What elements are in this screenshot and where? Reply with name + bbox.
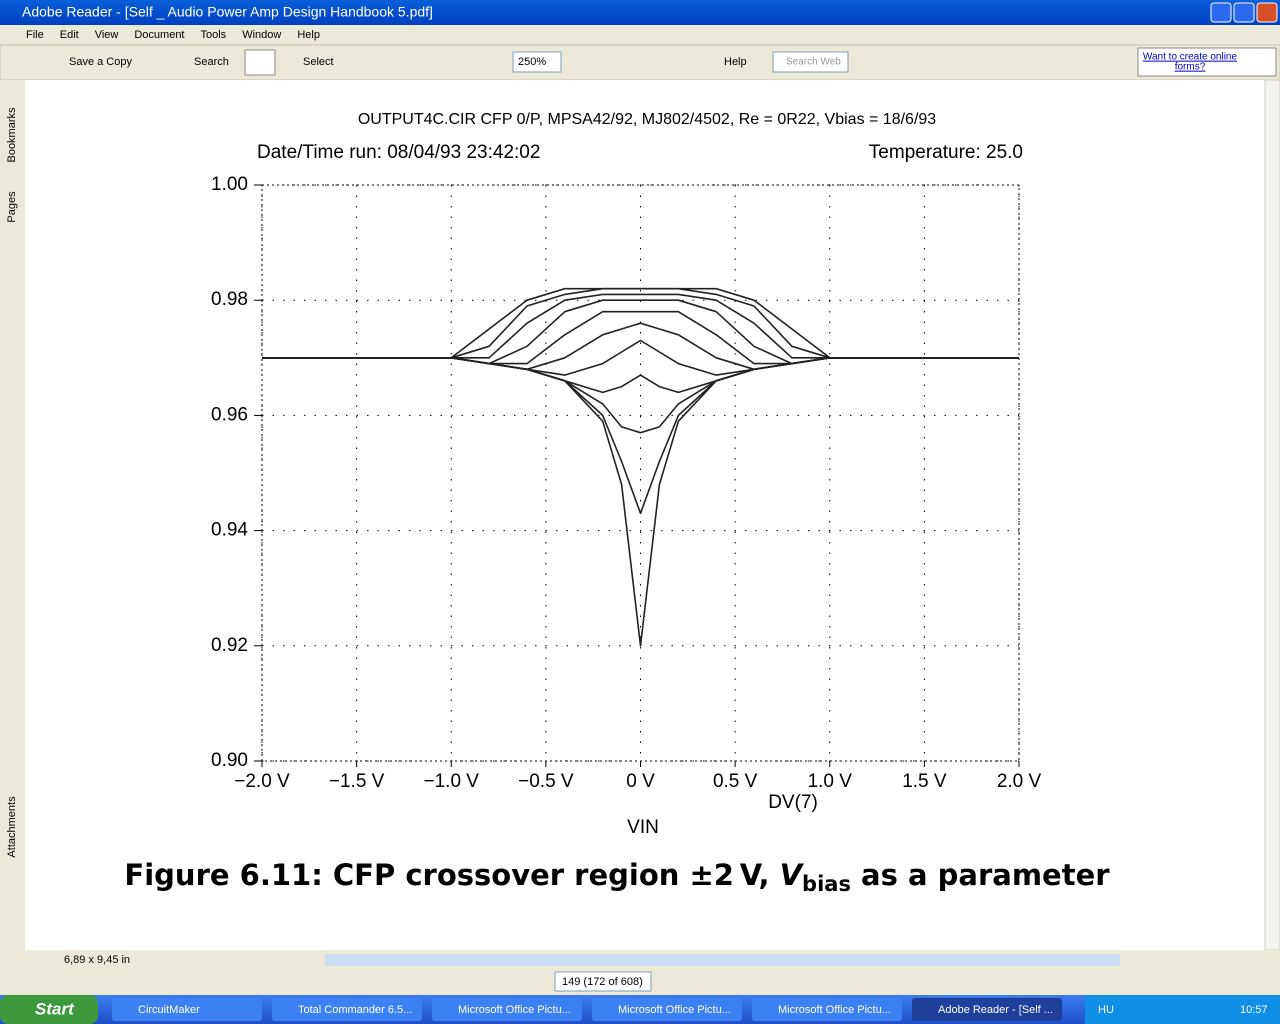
x-axis-label: VIN	[627, 817, 659, 838]
lang: HU	[1098, 1004, 1114, 1016]
x-tick-label: −1.5 V	[329, 771, 385, 792]
annotation: DV(7)	[768, 792, 818, 813]
x-tick-label: −1.0 V	[424, 771, 480, 792]
chart-title: OUTPUT4C.CIR CFP 0/P, MPSA42/92, MJ802/4…	[358, 111, 936, 128]
promo-box[interactable]	[1137, 47, 1277, 77]
caption-text: Figure 6.11: CFP crossover region ±2 V,	[124, 858, 779, 892]
task-button[interactable]	[752, 998, 902, 1021]
task-label[interactable]: Adobe Reader - [Self ...	[938, 1004, 1053, 1016]
side-tab[interactable]: Pages	[6, 191, 18, 223]
page-number[interactable]: 149 (172 of 608)	[562, 976, 643, 988]
vscroll[interactable]	[1264, 79, 1280, 951]
x-tick-label: −2.0 V	[234, 771, 290, 792]
task-label[interactable]: Total Commander 6.5...	[298, 1004, 412, 1016]
menu-bar	[0, 25, 1280, 45]
task-button[interactable]	[272, 998, 422, 1021]
menu-item[interactable]: Tools	[201, 29, 227, 41]
curve	[262, 357, 1019, 647]
side-panel	[0, 80, 25, 950]
hand-tool[interactable]	[244, 49, 276, 76]
search[interactable]: Search	[194, 56, 229, 68]
task-label[interactable]: CircuitMaker	[138, 1004, 200, 1016]
task-button[interactable]	[112, 998, 262, 1021]
promo[interactable]: Want to create online	[1143, 52, 1238, 63]
caption-sub: bias	[802, 872, 851, 896]
subtitle: Temperature: 25.0	[869, 142, 1023, 163]
menu-item[interactable]: View	[95, 29, 119, 41]
tray	[1085, 995, 1280, 1024]
window-title: Adobe Reader - [Self _ Audio Power Amp D…	[22, 4, 433, 20]
menu-item[interactable]: Window	[242, 29, 281, 41]
y-tick-label: 0.94	[211, 520, 248, 541]
side-tab[interactable]: Bookmarks	[6, 107, 18, 163]
y-tick-label: 0.90	[211, 750, 248, 771]
y-tick-label: 0.96	[211, 404, 248, 425]
start-button[interactable]	[0, 995, 98, 1024]
page-size: 6,89 x 9,45 in	[64, 954, 130, 966]
task-button[interactable]	[912, 998, 1062, 1021]
document	[25, 80, 1265, 950]
select[interactable]: Select	[303, 56, 334, 68]
x-tick-label: −0.5 V	[518, 771, 574, 792]
y-tick-label: 0.98	[211, 289, 248, 310]
caption-var: V	[780, 858, 805, 892]
x-tick-label: 0 V	[626, 771, 655, 792]
search-web-box[interactable]	[772, 51, 849, 73]
zoom-box[interactable]	[512, 51, 562, 73]
caption-text: as a parameter	[851, 858, 1110, 892]
page-box[interactable]	[554, 971, 652, 992]
minimize[interactable]	[1210, 2, 1232, 23]
hscroll-thumb[interactable]	[325, 954, 1120, 966]
curve	[262, 299, 1019, 365]
x-tick-label: 2.0 V	[997, 771, 1042, 792]
zoom[interactable]: 250%	[518, 56, 546, 68]
curve	[262, 293, 1019, 359]
x-tick-label: 0.5 V	[713, 771, 758, 792]
task-label[interactable]: Microsoft Office Pictu...	[778, 1004, 891, 1016]
x-tick-label: 1.0 V	[808, 771, 853, 792]
promo[interactable]: forms?	[1175, 62, 1206, 73]
help[interactable]: Help	[724, 56, 747, 68]
curve	[262, 287, 1019, 359]
task-label[interactable]: Microsoft Office Pictu...	[618, 1004, 731, 1016]
toolbar	[0, 44, 1280, 81]
clock: 10:57	[1240, 1004, 1268, 1016]
side-tab[interactable]: Attachments	[6, 796, 18, 858]
x-tick-label: 1.5 V	[902, 771, 947, 792]
y-tick-label: 1.00	[211, 174, 248, 195]
save-copy[interactable]: Save a Copy	[69, 56, 132, 68]
search-web[interactable]: Search Web	[786, 57, 841, 68]
task-button[interactable]	[592, 998, 742, 1021]
maximize[interactable]	[1233, 2, 1255, 23]
task-label[interactable]: Microsoft Office Pictu...	[458, 1004, 571, 1016]
caption: Figure 6.11: CFP crossover region ±2 V, …	[124, 858, 1110, 896]
start[interactable]: Start	[35, 999, 75, 1018]
title-bar	[0, 0, 1280, 25]
menu-item[interactable]: Document	[134, 29, 184, 41]
y-tick-label: 0.92	[211, 635, 248, 656]
menu-item[interactable]: Help	[297, 29, 320, 41]
menu-item[interactable]: Edit	[60, 29, 79, 41]
curve	[262, 310, 1019, 365]
menu-item[interactable]: File	[26, 29, 44, 41]
subtitle: Date/Time run: 08/04/93 23:42:02	[257, 142, 540, 163]
task-button[interactable]	[432, 998, 582, 1021]
close[interactable]	[1256, 2, 1278, 23]
